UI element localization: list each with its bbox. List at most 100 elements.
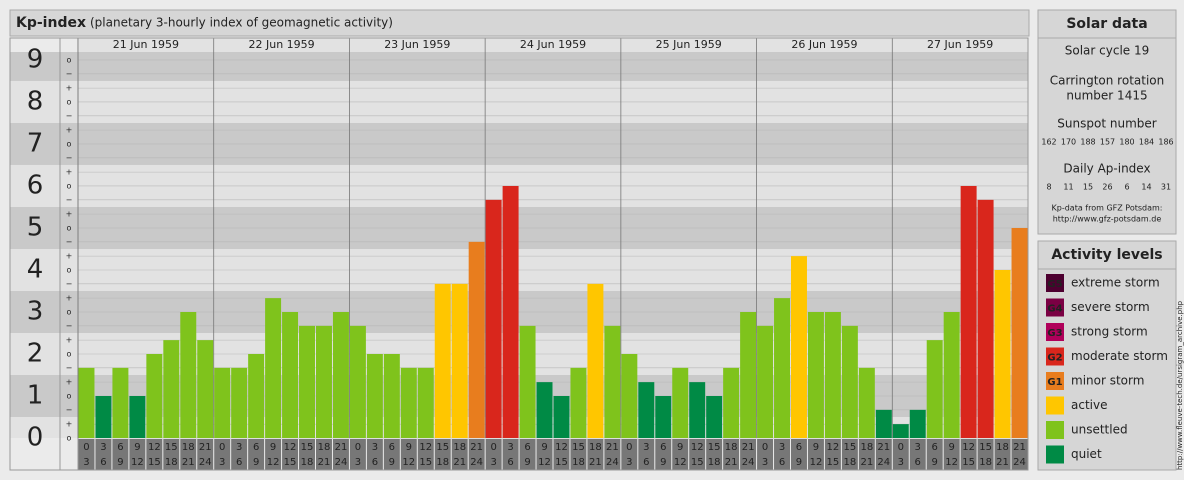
watermark: http://www.fleuve-tech.de/ursigram_archi… bbox=[1176, 300, 1184, 470]
hour-start: 21 bbox=[606, 442, 619, 453]
hour-cell bbox=[638, 439, 655, 470]
hour-start: 6 bbox=[660, 442, 666, 453]
ap-values: 6 bbox=[1124, 183, 1129, 192]
hour-start: 6 bbox=[389, 442, 395, 453]
hour-cell bbox=[621, 439, 638, 470]
hour-end: 24 bbox=[1013, 457, 1026, 468]
plot-frame bbox=[9, 37, 1029, 471]
bar bbox=[332, 311, 349, 438]
activity-title: Activity levels bbox=[1051, 247, 1162, 263]
sunspot-numbers: 157 bbox=[1100, 138, 1115, 147]
y-tick-label: 1 bbox=[27, 380, 44, 410]
bar bbox=[1011, 227, 1028, 438]
chart-subtitle: (planetary 3-hourly index of geomagnetic… bbox=[90, 16, 393, 30]
bar bbox=[197, 340, 214, 438]
hour-cell bbox=[1011, 439, 1028, 470]
bar bbox=[282, 311, 299, 438]
hour-end: 21 bbox=[996, 457, 1009, 468]
legend-swatch bbox=[1046, 347, 1064, 366]
legend-swatch bbox=[1046, 421, 1064, 439]
legend-swatch bbox=[1046, 396, 1064, 415]
legend-label: unsettled bbox=[1071, 423, 1128, 437]
minor-tick-label: o bbox=[67, 181, 72, 190]
minor-tick-label: o bbox=[67, 434, 72, 443]
hour-cell bbox=[451, 439, 468, 470]
day-header-bg bbox=[78, 38, 1028, 52]
sunspot-numbers: 188 bbox=[1080, 138, 1095, 147]
hour-cell bbox=[214, 439, 231, 470]
bar bbox=[248, 353, 265, 438]
bar bbox=[672, 367, 689, 438]
bar bbox=[231, 367, 248, 438]
hour-start: 6 bbox=[796, 442, 802, 453]
hour-cell bbox=[146, 439, 163, 470]
hour-start: 15 bbox=[979, 442, 992, 453]
hour-cell bbox=[553, 439, 570, 470]
hour-end: 15 bbox=[148, 457, 161, 468]
hour-end: 3 bbox=[355, 457, 361, 468]
hour-cell bbox=[892, 439, 909, 470]
hour-start: 0 bbox=[355, 442, 361, 453]
bar bbox=[723, 367, 740, 438]
hour-end: 18 bbox=[844, 457, 857, 468]
hour-start: 9 bbox=[948, 442, 954, 453]
hour-cell bbox=[265, 439, 282, 470]
bar bbox=[977, 199, 994, 438]
hour-cell bbox=[519, 439, 536, 470]
hour-end: 3 bbox=[762, 457, 768, 468]
y-tick-label: 2 bbox=[27, 338, 44, 368]
hour-end: 24 bbox=[877, 457, 890, 468]
hour-cell bbox=[706, 439, 723, 470]
bar bbox=[553, 395, 570, 438]
hour-end: 9 bbox=[117, 457, 123, 468]
bar bbox=[316, 325, 332, 438]
hour-cell bbox=[163, 439, 180, 470]
hour-end: 3 bbox=[626, 457, 632, 468]
day-label: 24 Jun 1959 bbox=[520, 38, 586, 51]
hour-start: 6 bbox=[253, 442, 259, 453]
legend-swatch bbox=[1046, 323, 1064, 341]
hour-end: 18 bbox=[301, 457, 314, 468]
legend-badge: G4 bbox=[1047, 304, 1062, 315]
hour-cell bbox=[774, 439, 790, 470]
hour-cell bbox=[926, 439, 943, 470]
bar bbox=[638, 382, 655, 438]
bar bbox=[824, 311, 841, 438]
bar bbox=[570, 367, 587, 438]
hour-start: 12 bbox=[827, 442, 840, 453]
legend-swatch bbox=[1046, 372, 1064, 390]
hour-end: 12 bbox=[538, 457, 551, 468]
bar bbox=[909, 409, 926, 438]
hour-start: 0 bbox=[490, 442, 496, 453]
hour-end: 12 bbox=[945, 457, 958, 468]
legend-label: moderate storm bbox=[1071, 349, 1168, 363]
hour-cell bbox=[977, 439, 994, 470]
sunspot-numbers: 162 bbox=[1041, 138, 1056, 147]
hour-end: 21 bbox=[182, 457, 195, 468]
hour-start: 21 bbox=[470, 442, 483, 453]
minor-tick-label: − bbox=[66, 279, 73, 288]
bar bbox=[180, 311, 197, 438]
hour-cell bbox=[248, 439, 265, 470]
ap-label: Daily Ap-index bbox=[1063, 162, 1150, 176]
hour-end: 15 bbox=[962, 457, 975, 468]
hour-cell bbox=[757, 439, 774, 470]
hour-start: 12 bbox=[555, 442, 568, 453]
day-label: 21 Jun 1959 bbox=[113, 38, 179, 51]
hour-start: 3 bbox=[236, 442, 242, 453]
hour-start: 15 bbox=[708, 442, 721, 453]
hour-end: 21 bbox=[453, 457, 466, 468]
hour-start: 12 bbox=[691, 442, 704, 453]
bar bbox=[943, 311, 960, 438]
ap-values: 26 bbox=[1102, 183, 1112, 192]
day-label: 22 Jun 1959 bbox=[248, 38, 314, 51]
hour-cell bbox=[383, 439, 400, 470]
hour-end: 18 bbox=[708, 457, 721, 468]
hour-cell bbox=[95, 439, 112, 470]
hour-end: 15 bbox=[284, 457, 297, 468]
hour-start: 21 bbox=[335, 442, 348, 453]
hour-end: 12 bbox=[402, 457, 415, 468]
bar bbox=[892, 424, 909, 438]
minor-tick-label: + bbox=[66, 378, 73, 387]
